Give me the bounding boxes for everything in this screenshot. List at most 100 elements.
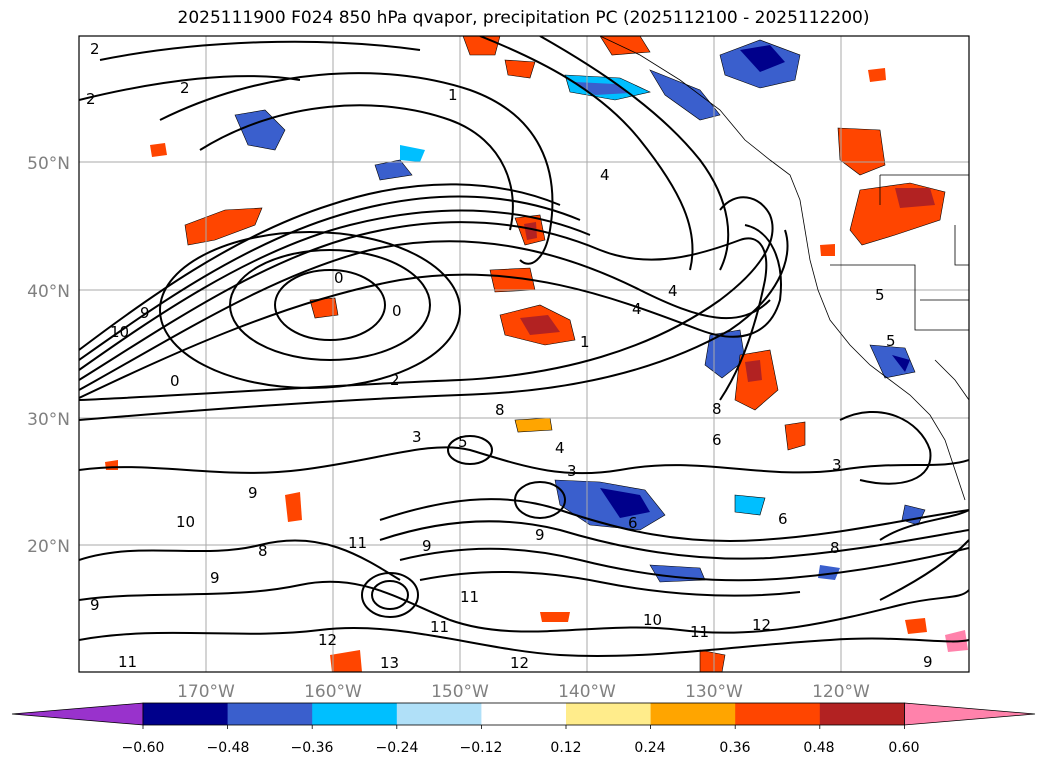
- neg-patch: [575, 82, 630, 95]
- contour-label: 11: [430, 618, 449, 636]
- colorbar-tick-label: 0.24: [634, 740, 665, 756]
- contour-label: 9: [535, 526, 545, 544]
- pos-patch: [745, 360, 762, 382]
- contour-label: 8: [830, 539, 840, 557]
- contour-label: 2: [86, 90, 96, 108]
- lon-label: 140°W: [558, 682, 616, 702]
- lon-label: 160°W: [304, 682, 362, 702]
- contour-label: 4: [632, 300, 642, 318]
- contour-label: 6: [712, 431, 722, 449]
- contour-label: 11: [460, 588, 479, 606]
- contour-label: 9: [210, 569, 220, 587]
- colorbar-tick-label: −0.12: [460, 740, 503, 756]
- colorbar-outline: [142, 702, 905, 726]
- map-plot-area: 2 2 2 1 4 4 4 1 0 0 0 10 9 2 8 3 5 4 3 8…: [79, 36, 969, 672]
- neg-patch: [734, 494, 766, 516]
- contour-label: 12: [752, 616, 771, 634]
- lat-label: 50°N: [27, 154, 70, 174]
- contour-label: 0: [392, 302, 402, 320]
- contour-label: 11: [118, 653, 137, 671]
- neg-patch: [600, 488, 650, 518]
- plot-frame: [78, 35, 970, 673]
- contour-labels: 2 2 2 1 4 4 4 1 0 0 0 10 9 2 8 3 5 4 3 8…: [86, 40, 933, 672]
- contour-label: 10: [176, 513, 195, 531]
- contour-label: 11: [690, 623, 709, 641]
- colorbar-tick-label: 0.60: [888, 740, 919, 756]
- neg-patch: [892, 355, 910, 372]
- pos-patch: [868, 68, 886, 82]
- pos-patch: [905, 618, 927, 634]
- contour-label: 5: [886, 332, 896, 350]
- contour-label: 2: [90, 40, 100, 58]
- pos-patch: [784, 421, 806, 451]
- contour-label: 8: [258, 542, 268, 560]
- pos-patch: [599, 36, 651, 56]
- lat-label: 20°N: [27, 537, 70, 557]
- contour-label: 4: [600, 166, 610, 184]
- contour-label: 0: [170, 372, 180, 390]
- colorbar-bin: [650, 703, 736, 725]
- pos-patch: [514, 417, 553, 433]
- contour-label: 2: [390, 371, 400, 389]
- lat-axis: 50°N 40°N 30°N 20°N: [27, 154, 70, 557]
- neg-patch: [704, 329, 746, 379]
- colorbar-tick-label: 0.36: [719, 740, 750, 756]
- lon-label: 130°W: [685, 682, 743, 702]
- pos-patch: [309, 297, 339, 319]
- lon-label: 120°W: [812, 682, 870, 702]
- colorbar-bin: [819, 703, 905, 725]
- contour-label: 12: [318, 631, 337, 649]
- neg-patch: [649, 69, 721, 121]
- colorbar-bin: [735, 703, 821, 725]
- colorbar: [11, 702, 1036, 729]
- colorbar-tick-label: 0.12: [550, 740, 581, 756]
- contour-label: 3: [412, 428, 422, 446]
- contour-label: 9: [140, 304, 150, 322]
- pos-patch: [184, 207, 263, 246]
- colorbar-ticks: −0.60 −0.48 −0.36 −0.24 −0.12 0.12 0.24 …: [122, 740, 920, 756]
- pos-patch: [524, 222, 537, 240]
- qvapor-contours: [79, 36, 969, 657]
- pos-patch: [699, 649, 726, 672]
- contour-label: 5: [875, 286, 885, 304]
- pos-patch: [330, 650, 362, 672]
- neg-patch: [400, 145, 425, 162]
- colorbar-bin: [143, 703, 229, 725]
- figure-title: 2025111900 F024 850 hPa qvapor, precipit…: [177, 8, 870, 28]
- colorbar-bin: [227, 703, 313, 725]
- lon-label: 170°W: [177, 682, 235, 702]
- contour-label: 9: [248, 484, 258, 502]
- colorbar-bin: [481, 703, 567, 725]
- neg-patch: [740, 45, 785, 72]
- colorbar-tick-label: −0.36: [291, 740, 334, 756]
- contour-label: 2: [180, 79, 190, 97]
- pos-patch: [504, 59, 536, 79]
- contour-label: 8: [712, 400, 722, 418]
- contour-label: 9: [923, 653, 933, 671]
- lon-axis: 170°W 160°W 150°W 140°W 130°W 120°W: [177, 682, 870, 702]
- contour-label: 9: [90, 596, 100, 614]
- neg-patch: [234, 109, 286, 151]
- pos-patch: [285, 492, 302, 522]
- contour-label: 3: [832, 456, 842, 474]
- pos-patch: [895, 188, 935, 208]
- colorbar-tick-label: −0.24: [376, 740, 419, 756]
- coastlines: [599, 36, 969, 501]
- contour-label: 3: [567, 462, 577, 480]
- colorbar-bin: [566, 703, 652, 725]
- contour-label: 12: [510, 654, 529, 672]
- contour-label: 8: [495, 401, 505, 419]
- contour-label: 9: [422, 537, 432, 555]
- pos-patch: [150, 143, 167, 157]
- colorbar-extend-max: [904, 702, 1036, 726]
- contour-label: 1: [448, 86, 458, 104]
- colorbar-bin: [396, 703, 482, 725]
- lon-label: 150°W: [431, 682, 489, 702]
- colorbar-extend-min: [11, 702, 144, 726]
- contour-label: 6: [628, 514, 638, 532]
- pos-patch: [540, 612, 570, 622]
- contour-label: 1: [580, 333, 590, 351]
- contour-label: 11: [348, 534, 367, 552]
- graticule: [79, 36, 969, 672]
- colorbar-tick-label: 0.48: [803, 740, 834, 756]
